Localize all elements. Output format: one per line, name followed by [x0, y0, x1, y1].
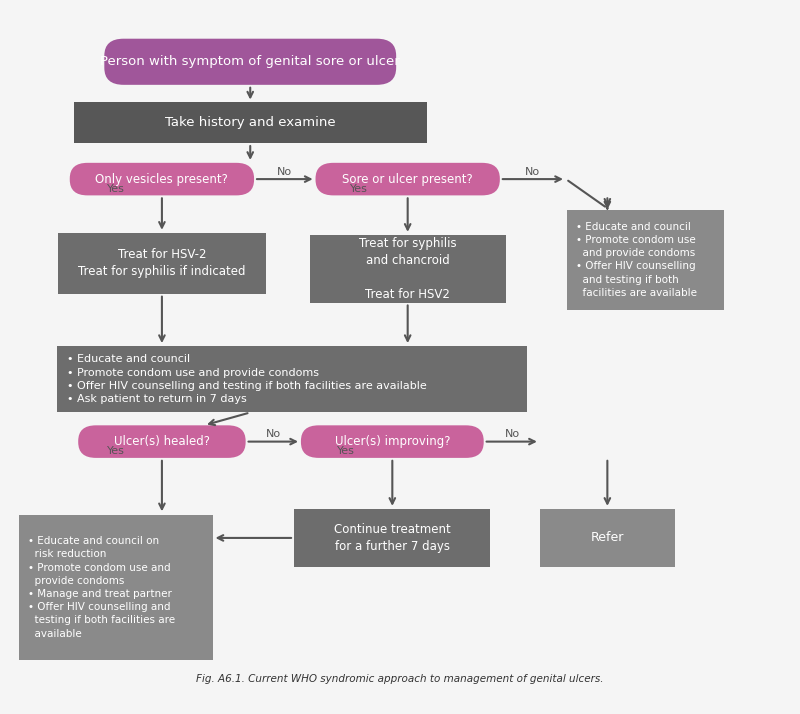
FancyBboxPatch shape: [540, 509, 674, 567]
Text: • Educate and council on
  risk reduction
• Promote condom use and
  provide con: • Educate and council on risk reduction …: [28, 536, 175, 638]
Text: Take history and examine: Take history and examine: [165, 116, 335, 129]
Text: • Educate and council
• Promote condom use and provide condoms
• Offer HIV couns: • Educate and council • Promote condom u…: [66, 354, 426, 404]
FancyBboxPatch shape: [58, 346, 527, 413]
Text: Fig. A6.1. Current WHO syndromic approach to management of genital ulcers.: Fig. A6.1. Current WHO syndromic approac…: [196, 674, 604, 684]
Text: No: No: [278, 166, 292, 176]
FancyBboxPatch shape: [74, 103, 427, 143]
Text: Continue treatment
for a further 7 days: Continue treatment for a further 7 days: [334, 523, 450, 553]
FancyBboxPatch shape: [104, 39, 396, 85]
Text: Sore or ulcer present?: Sore or ulcer present?: [342, 173, 473, 186]
Text: Ulcer(s) healed?: Ulcer(s) healed?: [114, 435, 210, 448]
Text: • Educate and council
• Promote condom use
  and provide condoms
• Offer HIV cou: • Educate and council • Promote condom u…: [576, 222, 698, 298]
Text: Treat for HSV-2
Treat for syphilis if indicated: Treat for HSV-2 Treat for syphilis if in…: [78, 248, 246, 278]
FancyBboxPatch shape: [70, 163, 254, 196]
Text: No: No: [505, 429, 520, 439]
FancyBboxPatch shape: [294, 509, 490, 567]
Text: Person with symptom of genital sore or ulcer: Person with symptom of genital sore or u…: [100, 55, 400, 69]
FancyBboxPatch shape: [78, 426, 246, 458]
FancyBboxPatch shape: [301, 426, 484, 458]
FancyBboxPatch shape: [315, 163, 500, 196]
Text: Yes: Yes: [107, 446, 125, 456]
Text: Yes: Yes: [350, 183, 368, 193]
Text: Only vesicles present?: Only vesicles present?: [95, 173, 228, 186]
FancyBboxPatch shape: [310, 235, 506, 303]
Text: Yes: Yes: [338, 446, 355, 456]
Text: Refer: Refer: [590, 531, 624, 545]
Text: Yes: Yes: [107, 183, 125, 193]
FancyBboxPatch shape: [19, 515, 213, 660]
FancyBboxPatch shape: [58, 233, 266, 293]
Text: No: No: [526, 166, 541, 176]
FancyBboxPatch shape: [567, 210, 725, 310]
Text: No: No: [266, 429, 281, 439]
Text: Ulcer(s) improving?: Ulcer(s) improving?: [334, 435, 450, 448]
Text: Treat for syphilis
and chancroid

Treat for HSV2: Treat for syphilis and chancroid Treat f…: [359, 236, 457, 301]
